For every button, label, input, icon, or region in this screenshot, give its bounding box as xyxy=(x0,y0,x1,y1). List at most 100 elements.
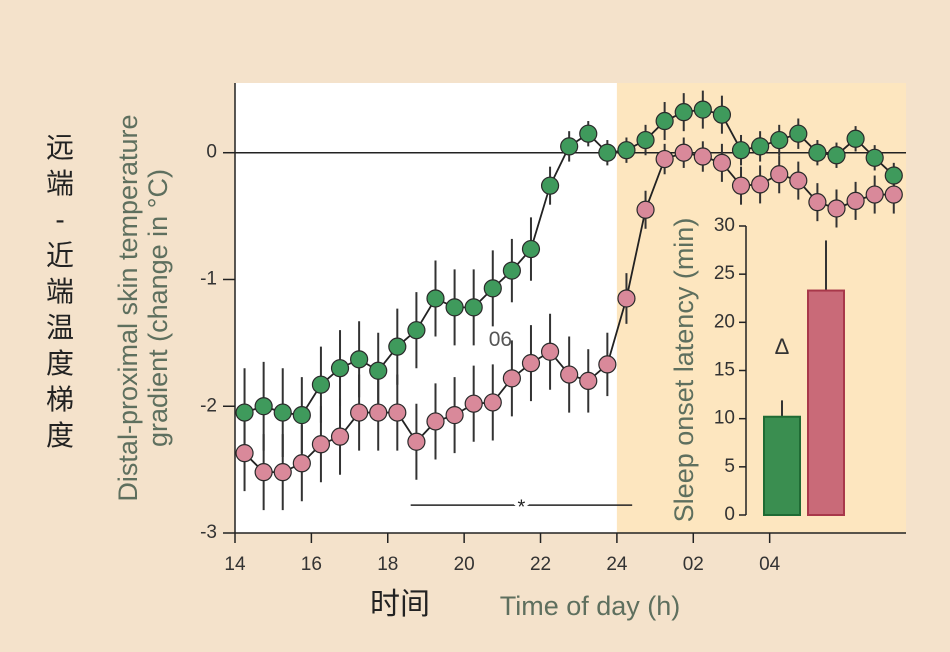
inset-y-tick-label: 30 xyxy=(714,215,735,236)
point xyxy=(388,337,407,356)
point xyxy=(655,111,674,131)
point xyxy=(731,176,751,195)
point xyxy=(674,143,693,162)
x-tick-label: 20 xyxy=(454,554,475,575)
x-label-cn: 时间 xyxy=(370,588,430,621)
inset-y-tick-label: 20 xyxy=(714,311,735,332)
y-tick-label: -3 xyxy=(200,522,217,543)
inset-y-tick-label: 15 xyxy=(714,360,735,381)
point xyxy=(235,403,254,422)
point xyxy=(369,403,388,422)
x-tick-label: 22 xyxy=(530,554,551,575)
inset: 0 5 10 15 20 25 30 Δ xyxy=(714,215,845,525)
point xyxy=(655,149,674,169)
point xyxy=(292,454,311,473)
point xyxy=(426,289,445,308)
x-tick-label: 18 xyxy=(377,554,398,575)
point xyxy=(560,137,579,156)
point xyxy=(502,369,521,388)
point xyxy=(884,166,903,185)
point xyxy=(330,359,350,378)
inset-annotation: Δ xyxy=(775,334,790,359)
point xyxy=(426,412,445,431)
point xyxy=(350,403,369,422)
x-tick-label: 24 xyxy=(606,554,628,575)
y-label-1: Distal-proximal skin temperature xyxy=(113,114,143,501)
point xyxy=(311,435,331,454)
point xyxy=(521,354,541,373)
point xyxy=(483,393,502,412)
point xyxy=(712,105,732,124)
bar xyxy=(807,289,845,516)
layer xyxy=(223,83,906,543)
point xyxy=(540,342,560,361)
point xyxy=(770,165,789,184)
point xyxy=(521,239,541,259)
point xyxy=(254,397,273,416)
point xyxy=(827,199,846,218)
point xyxy=(350,350,369,369)
significance-label: * xyxy=(518,496,526,518)
point xyxy=(808,143,827,162)
point xyxy=(407,321,426,340)
point xyxy=(483,279,502,298)
x-tick-label: 14 xyxy=(224,554,246,575)
y-tick-label: -1 xyxy=(200,268,217,289)
point xyxy=(273,403,292,422)
point xyxy=(445,406,464,425)
point xyxy=(292,406,311,425)
point xyxy=(502,261,521,280)
point xyxy=(846,129,865,148)
inset-y-label: Sleep onset latency (min) xyxy=(669,218,699,523)
point xyxy=(789,124,808,143)
point xyxy=(884,185,903,204)
point xyxy=(464,394,483,413)
point xyxy=(388,403,407,422)
y-label-cn: 远端-近端温度梯度 xyxy=(46,132,74,451)
point xyxy=(407,432,426,451)
annotation: 06 xyxy=(489,328,512,351)
point xyxy=(693,100,712,119)
point xyxy=(464,298,483,317)
point xyxy=(751,137,770,156)
inset-y-tick-label: 5 xyxy=(724,456,735,477)
point xyxy=(846,191,865,210)
point xyxy=(369,361,388,380)
point xyxy=(330,427,350,446)
point xyxy=(731,141,751,160)
point xyxy=(674,103,693,122)
point xyxy=(751,175,770,194)
point xyxy=(808,193,827,212)
point xyxy=(865,148,884,167)
x-label: Time of day (h) xyxy=(500,591,681,621)
point xyxy=(712,153,732,172)
point xyxy=(579,371,598,390)
inset-y-tick-label: 25 xyxy=(714,263,735,284)
y-label-2: gradient (change in °C) xyxy=(143,169,173,447)
point xyxy=(617,141,636,160)
point xyxy=(636,200,655,219)
point xyxy=(636,130,655,150)
point xyxy=(770,130,789,150)
point xyxy=(579,124,598,143)
point xyxy=(560,365,579,384)
point xyxy=(254,463,273,482)
y-tick-label: 0 xyxy=(206,142,217,163)
y-tick-label: -2 xyxy=(200,395,217,416)
point xyxy=(789,171,808,190)
point xyxy=(827,146,846,165)
point xyxy=(445,298,464,317)
x-tick-label: 04 xyxy=(759,554,781,575)
point xyxy=(273,463,292,482)
point xyxy=(311,375,331,394)
x-tick-label: 16 xyxy=(301,554,322,575)
inset-y-tick-label: 0 xyxy=(724,504,735,525)
point xyxy=(865,185,884,204)
point xyxy=(540,176,560,195)
x-tick-label: 02 xyxy=(683,554,704,575)
point xyxy=(235,444,254,463)
inset-y-tick-label: 10 xyxy=(714,408,735,429)
point xyxy=(617,289,636,308)
point xyxy=(693,147,712,166)
